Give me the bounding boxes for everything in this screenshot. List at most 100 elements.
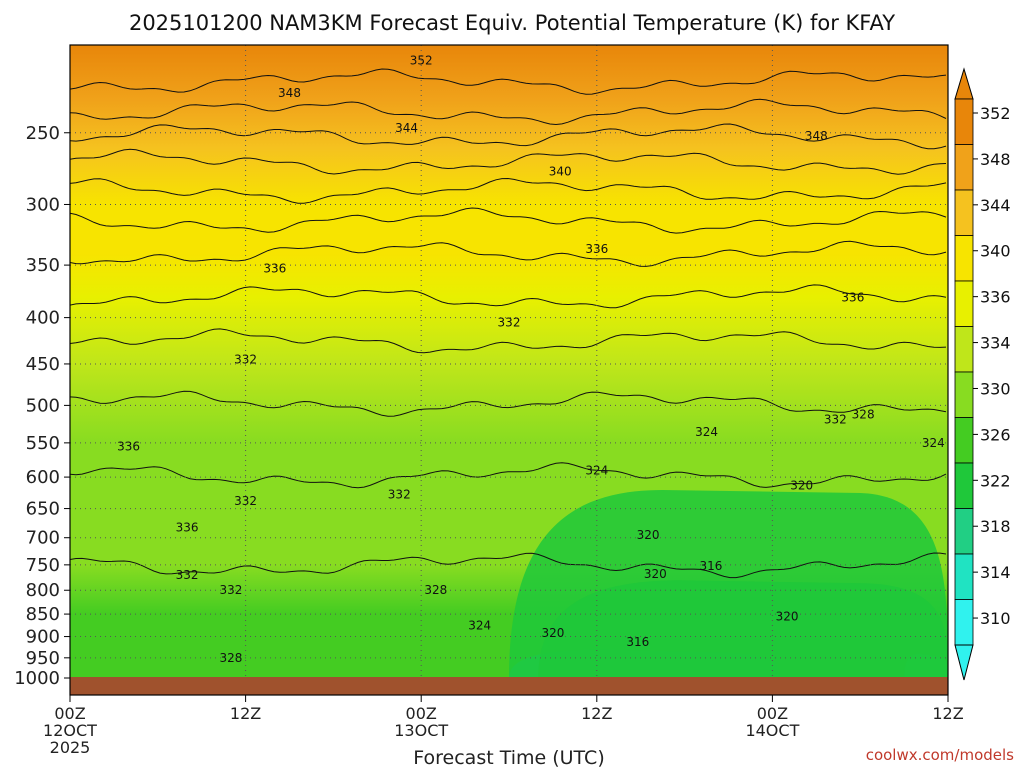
contour-label: 352 [410,53,433,67]
y-tick-label: 750 [26,555,60,576]
colorbar-tick-label: 326 [980,425,1011,444]
contour-line [70,98,947,126]
x-tick-label: 12Z [581,704,612,723]
x-tick-label: 12Z [932,704,963,723]
x-tick-label: 00Z [757,704,788,723]
colorbar-tick-label: 318 [980,517,1011,536]
contour-label: 332 [824,412,847,426]
contour-label: 344 [395,121,418,135]
y-tick-label: 550 [26,433,60,454]
y-tick-label: 850 [26,604,60,625]
y-tick-label: 700 [26,528,60,549]
contour-label: 336 [263,261,286,275]
contour-label: 324 [922,436,945,450]
contour-label: 336 [585,242,608,256]
y-tick-label: 650 [26,499,60,520]
y-tick-label: 800 [26,580,60,601]
contour-label: 324 [695,425,718,439]
contour-label: 336 [117,439,140,453]
colorbar-tick-label: 340 [980,242,1011,261]
y-tick-label: 350 [26,255,60,276]
x-tick-label: 14OCT [745,721,799,740]
contour-label: 320 [541,626,564,640]
y-tick-label: 950 [26,648,60,669]
colorbar-tick-label: 352 [980,104,1011,123]
contour-label: 320 [776,609,799,623]
x-tick-label: 00Z [406,704,437,723]
y-tick-label: 250 [26,123,60,144]
contour-label: 328 [220,651,243,665]
contour-line [70,123,947,150]
colorbar-top-arrow [954,67,974,100]
x-tick-label: 12OCT [43,721,97,740]
contour-label: 324 [468,618,491,632]
low-theta-patches [509,489,948,678]
colorbar-swatch [954,462,974,509]
y-tick-label: 300 [26,194,60,215]
colorbar-tick-label: 330 [980,379,1011,398]
y-tick-label: 900 [26,627,60,648]
colorbar-tick-label: 314 [980,563,1011,582]
contour-label: 332 [234,353,257,367]
contour-label: 336 [176,520,199,534]
contour-line [70,148,947,175]
colorbar-swatch [954,189,974,236]
colorbar-swatch [954,599,974,646]
colorbar-swatch [954,98,974,145]
contour-line [70,328,947,354]
contour-line [70,240,947,267]
contour-line [70,284,947,309]
colorbar-tick-label: 336 [980,288,1011,307]
contour-line [70,207,947,234]
colorbar-swatch [954,417,974,464]
y-axis-ticks: 2503003504004505005506006507007508008509… [14,123,70,689]
contour-label: 328 [852,408,875,422]
contour-label: 348 [278,86,301,100]
ground-strip [70,677,948,695]
colorbar-swatch [954,553,974,600]
contour-label: 320 [644,567,667,581]
x-tick-label: 2025 [50,738,91,757]
colorbar-tick-label: 348 [980,150,1011,169]
contour-label: 340 [549,165,572,179]
contour-label: 320 [790,479,813,493]
y-tick-label: 450 [26,354,60,375]
colorbar-swatch [954,371,974,418]
colorbar: 352 348 344 340 336 334 330 326 322 318 314 310 [954,67,1011,681]
colorbar-swatch [954,508,974,555]
colorbar-swatch [954,235,974,282]
colorbar-bottom-arrow [954,644,974,681]
colorbar-tick-label: 344 [980,196,1011,215]
contour-label: 316 [626,635,649,649]
x-tick-label: 12Z [230,704,261,723]
contour-label: 316 [699,559,722,573]
contour-label: 332 [220,583,243,597]
contour-label: 324 [585,463,608,477]
contour-label: 320 [637,528,660,542]
contour-line [70,177,947,204]
colorbar-tick-label: 310 [980,609,1011,628]
x-tick-label: 00Z [54,704,85,723]
contour-line [70,390,947,417]
x-axis-label: Forecast Time (UTC) [413,747,604,768]
contour-labels: 352 348 344 348 340 336 336 336 332 332 324 332 328 3… [117,53,945,664]
grid-lines [70,45,948,695]
y-tick-label: 1000 [14,668,60,689]
low-theta-patch [538,580,948,678]
contour-label: 332 [234,494,257,508]
contour-lines [70,68,947,579]
contour-line [70,552,947,579]
contour-label: 332 [498,316,521,330]
credit-text: coolwx.com/models [866,746,1014,764]
colorbar-swatch [954,326,974,373]
plot-area [70,45,948,695]
contour-label: 336 [841,290,864,304]
contour-label: 348 [805,129,828,143]
colorbar-tick-label: 334 [980,334,1011,353]
x-tick-label: 13OCT [394,721,448,740]
y-tick-label: 500 [26,395,60,416]
y-tick-label: 400 [26,308,60,329]
contour-line [70,68,947,95]
